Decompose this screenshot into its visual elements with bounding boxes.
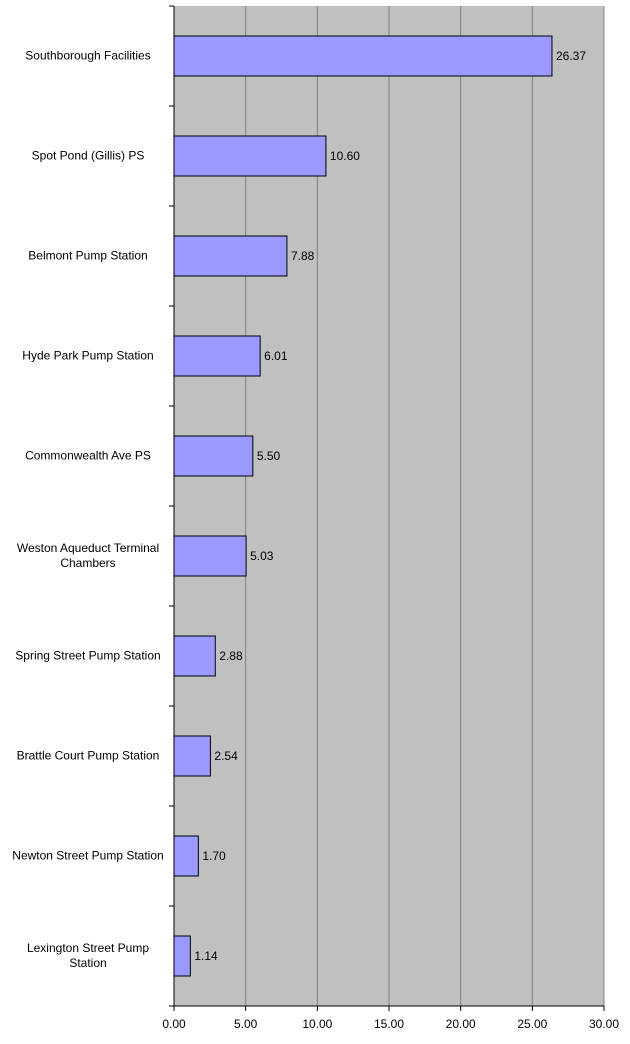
data-label: 10.60 <box>330 149 360 163</box>
category-label: Southborough Facilities <box>25 48 151 63</box>
data-label: 1.14 <box>194 949 218 963</box>
category-label: Lexington Street Pump Station <box>26 941 150 970</box>
category-label: Spring Street Pump Station <box>15 648 161 663</box>
category-label: Newton Street Pump Station <box>12 848 164 863</box>
data-label: 26.37 <box>556 49 586 63</box>
data-label: 2.88 <box>219 649 243 663</box>
bar <box>173 335 261 377</box>
category-label: Belmont Pump Station <box>28 248 148 263</box>
bar <box>173 935 191 977</box>
category-label: Spot Pond (Gillis) PS <box>31 148 145 163</box>
data-label: 5.03 <box>250 549 274 563</box>
x-tick-label: 10.00 <box>302 1017 332 1031</box>
data-label: 1.70 <box>202 849 226 863</box>
x-tick-label: 5.00 <box>234 1017 258 1031</box>
category-label: Commonwealth Ave PS <box>25 448 151 463</box>
category-label: Hyde Park Pump Station <box>22 348 154 363</box>
bar <box>173 535 247 577</box>
bar <box>173 635 216 677</box>
x-tick-label: 15.00 <box>374 1017 404 1031</box>
x-tick-label: 20.00 <box>446 1017 476 1031</box>
bar <box>173 435 254 477</box>
data-label: 2.54 <box>214 749 238 763</box>
data-label: 7.88 <box>291 249 315 263</box>
x-tick-label: 25.00 <box>517 1017 547 1031</box>
bar <box>173 735 211 777</box>
x-tick-label: 30.00 <box>589 1017 619 1031</box>
bar <box>173 835 199 877</box>
category-label: Weston Aqueduct Terminal Chambers <box>16 541 160 570</box>
data-label: 5.50 <box>257 449 281 463</box>
data-label: 6.01 <box>264 349 288 363</box>
bar <box>173 35 553 77</box>
x-tick-label: 0.00 <box>162 1017 186 1031</box>
bar <box>173 235 288 277</box>
bar <box>173 135 327 177</box>
category-label: Brattle Court Pump Station <box>16 748 160 763</box>
